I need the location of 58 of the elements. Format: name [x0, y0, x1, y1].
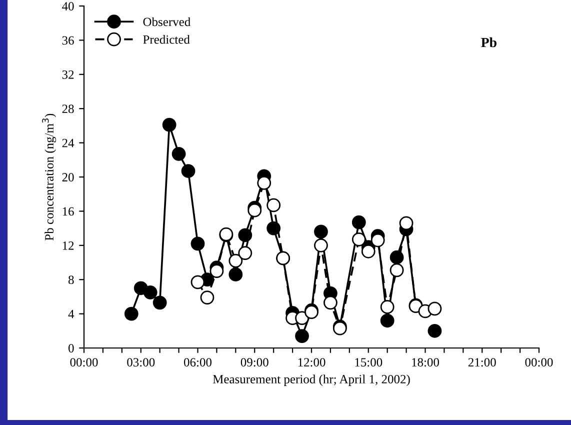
- point: [238, 228, 252, 242]
- y-tick-label: 20: [62, 173, 74, 182]
- point: [190, 275, 205, 290]
- y-tick-label: 36: [62, 36, 74, 45]
- x-tick-label: 03:00: [127, 358, 155, 367]
- point: [370, 233, 385, 248]
- point: [390, 250, 404, 264]
- y-tick-label: 28: [62, 104, 74, 114]
- point: [228, 254, 243, 268]
- point: [172, 146, 186, 161]
- point: [190, 236, 205, 251]
- x-tick-label: 18:00: [412, 358, 440, 367]
- point: [324, 296, 338, 310]
- x-axis-title: Measurement period (hr; April 1, 2002): [212, 374, 410, 386]
- legend-label: Predicted: [143, 34, 190, 44]
- y-tick-label: 8: [68, 276, 74, 284]
- annotation: Pb: [481, 37, 496, 48]
- point: [124, 306, 138, 321]
- point: [399, 216, 414, 230]
- legend-label: Observed: [143, 17, 190, 26]
- point: [380, 300, 394, 314]
- point: [314, 238, 328, 252]
- point: [390, 263, 404, 278]
- point: [295, 329, 309, 343]
- y-tick-label: 12: [62, 241, 74, 250]
- point: [228, 268, 243, 282]
- x-tick-label: 09:00: [240, 358, 268, 367]
- x-tick-label: 06:00: [184, 358, 212, 367]
- point: [266, 221, 281, 236]
- y-axis-title: Pb concentration (ng/m$^{3}$): [42, 114, 56, 240]
- x-tick-label: 21:00: [468, 358, 496, 367]
- point: [210, 264, 224, 278]
- x-tick-label: 12:00: [298, 358, 326, 367]
- point: [181, 164, 196, 178]
- y-tick-label: 40: [62, 2, 74, 10]
- point: [152, 296, 167, 310]
- point: [380, 314, 394, 328]
- point: [428, 324, 442, 338]
- y-tick-label: 24: [62, 138, 74, 148]
- point: [143, 285, 158, 300]
- point: [238, 246, 252, 260]
- x-tick-label: 00:00: [525, 358, 553, 367]
- point: [248, 203, 262, 218]
- point: [200, 290, 214, 304]
- point: [266, 198, 281, 212]
- point: [162, 118, 176, 132]
- y-tick-label: 16: [62, 207, 74, 216]
- x-tick-label: 15:00: [355, 358, 382, 367]
- point: [428, 302, 442, 316]
- x-tick-label: 00:00: [70, 358, 98, 367]
- point: [361, 244, 376, 258]
- y-tick-label: 0: [68, 344, 74, 352]
- point: [257, 176, 272, 190]
- point: [352, 215, 366, 230]
- y-tick-label: 4: [68, 310, 74, 318]
- point: [314, 224, 328, 239]
- point: [352, 232, 366, 246]
- y-tick-label: 32: [62, 70, 74, 79]
